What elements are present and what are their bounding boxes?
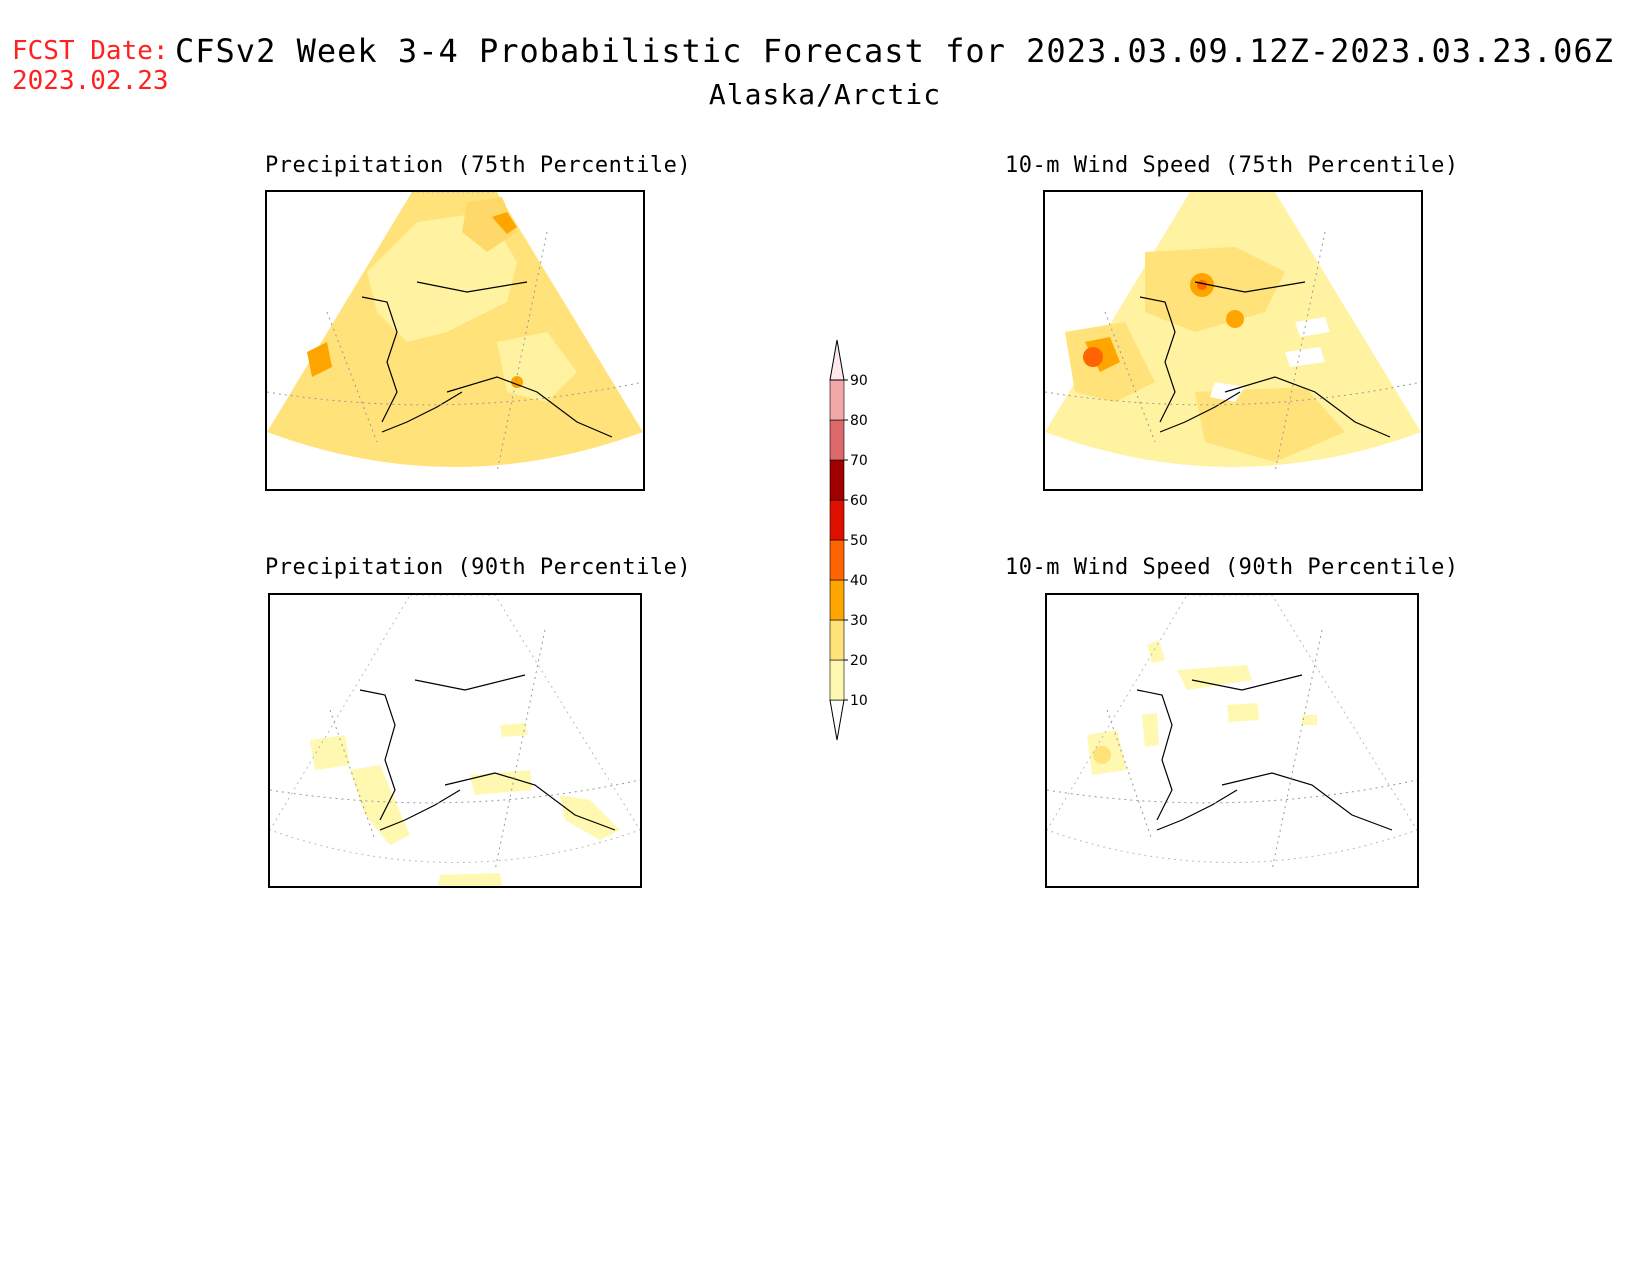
colorbar-upper-tip <box>829 339 845 381</box>
map-panel-precip-90 <box>268 593 642 888</box>
panel-title-wind-90: 10-m Wind Speed (90th Percentile) <box>1005 555 1459 580</box>
map-panel-precip-75 <box>265 190 645 491</box>
colorbar-label: 60 <box>850 493 868 509</box>
map-wind-90 <box>1047 595 1417 871</box>
forecast-date-block: FCST Date: 2023.02.23 <box>12 36 169 96</box>
colorbar-label: 10 <box>850 693 868 709</box>
colorbar-label: 90 <box>850 373 868 389</box>
colorbar-label: 80 <box>850 413 868 429</box>
map-precip-75 <box>267 192 643 473</box>
panel-title-precip-90: Precipitation (90th Percentile) <box>265 555 692 580</box>
colorbar-label: 20 <box>850 653 868 669</box>
colorbar-swatch <box>829 619 845 661</box>
colorbar-label: 50 <box>850 533 868 549</box>
region-subtitle: Alaska/Arctic <box>708 78 942 111</box>
colorbar-label: 70 <box>850 453 868 469</box>
color-scale-legend: 10 20 30 40 50 60 70 80 90 <box>820 335 880 749</box>
colorbar-label: 40 <box>850 573 868 589</box>
colorbar-label: 30 <box>850 613 868 629</box>
colorbar-swatch <box>829 459 845 501</box>
page-title: CFSv2 Week 3-4 Probabilistic Forecast fo… <box>175 32 1614 70</box>
panel-title-precip-75: Precipitation (75th Percentile) <box>265 153 692 178</box>
forecast-date-value: 2023.02.23 <box>12 66 169 96</box>
colorbar-swatch <box>829 419 845 461</box>
map-panel-wind-90 <box>1045 593 1419 888</box>
colorbar-lower-tip <box>829 699 845 741</box>
map-wind-75 <box>1045 192 1421 473</box>
map-panel-wind-75 <box>1043 190 1423 491</box>
color-scale-bar: 10 20 30 40 50 60 70 80 90 <box>829 339 868 741</box>
colorbar-swatch <box>829 379 845 421</box>
colorbar-swatch <box>829 539 845 581</box>
panel-title-wind-75: 10-m Wind Speed (75th Percentile) <box>1005 153 1459 178</box>
colorbar-swatch <box>829 659 845 701</box>
colorbar-swatch <box>829 499 845 541</box>
map-precip-90 <box>270 595 640 886</box>
forecast-date-label: FCST Date: <box>12 36 169 66</box>
colorbar-swatch <box>829 579 845 621</box>
